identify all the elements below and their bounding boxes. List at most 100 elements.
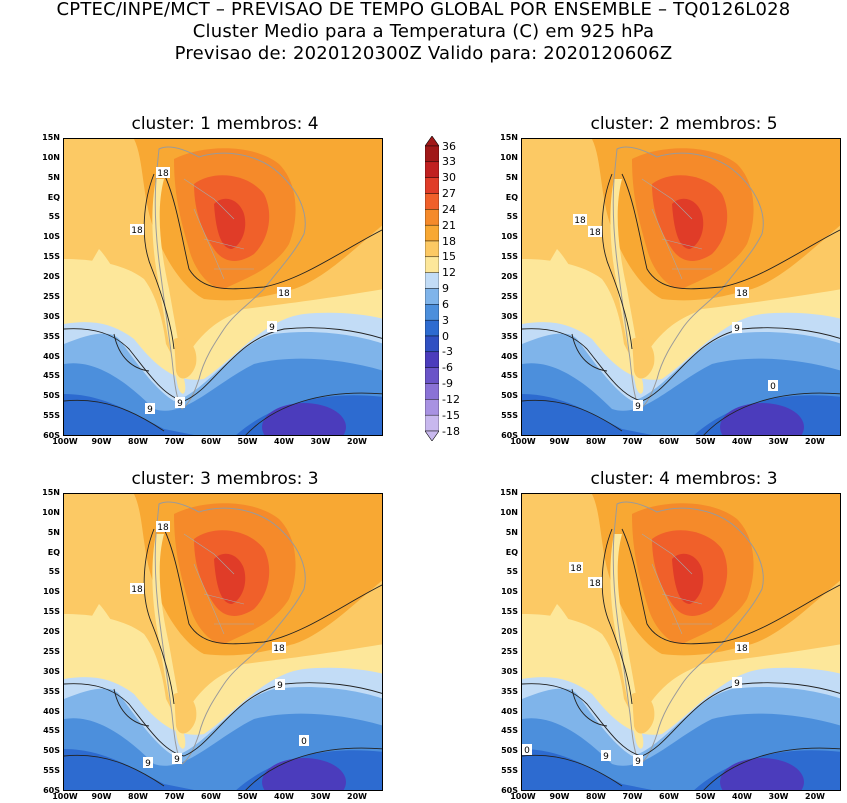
lon-tick-label: 60W (201, 437, 221, 446)
colorbar-bottom-arrow (424, 430, 440, 442)
lat-tick-label: 30S (501, 311, 518, 321)
lon-tick-label: 20W (805, 437, 825, 446)
colorbar-swatch (424, 367, 440, 384)
colorbar-swatch (424, 304, 440, 321)
lat-tick-label: 15S (43, 252, 60, 262)
lat-tick-label: 30S (43, 666, 60, 676)
lat-tick-label: 45S (43, 371, 60, 381)
panel-title-2: cluster: 2 membros: 5 (590, 114, 778, 134)
lon-tick-label: 30W (768, 437, 789, 446)
lat-tick-label: 15N (500, 133, 518, 142)
lon-tick-label: 50W (237, 437, 258, 446)
lat-tick-label: 40S (501, 351, 518, 361)
contour-labels-1: 18 18 18 9 9 9 (130, 167, 291, 415)
contour-label: 18 (574, 216, 586, 226)
colorbar-swatch (424, 240, 440, 258)
lat-tick-label: 5S (48, 212, 60, 222)
contour-label: 18 (736, 289, 748, 299)
lon-tick-label: 60W (201, 792, 221, 801)
lon-tick-label: 80W (586, 792, 606, 801)
lon-tick-label: 40W (274, 792, 294, 801)
colorbar-label: -6 (442, 361, 453, 375)
map-panel-4: 18 18 18 18 9 9 9 0 (521, 493, 841, 791)
contour-label: 18 (157, 523, 169, 533)
lon-tick-label: 20W (347, 437, 367, 446)
colorbar-swatch (424, 288, 440, 305)
lat-tick-label: 10N (500, 507, 518, 517)
lat-tick-label: 10S (501, 232, 518, 242)
lat-tick-label: 45S (43, 726, 60, 736)
lat-tick-label: 55S (501, 411, 518, 421)
lat-tick-label: 45S (501, 726, 518, 736)
lon-tick-label: 80W (586, 437, 606, 446)
panel-title-1: cluster: 1 membros: 4 (131, 114, 319, 134)
lon-tick-label: 100W (52, 792, 78, 801)
colorbar-label: 24 (442, 202, 456, 216)
colorbar-label: 27 (442, 187, 456, 200)
colorbar-swatch (424, 383, 440, 400)
lat-tick-label: 25S (43, 646, 60, 656)
lat-tick-label: 10S (43, 232, 60, 242)
lat-tick-label: 15N (42, 133, 60, 142)
colorbar-label: 3 (442, 313, 449, 327)
lat-tick-label: EQ (47, 547, 60, 557)
colorbar-label: 0 (442, 329, 449, 343)
lon-tick-label: 40W (274, 437, 294, 446)
lat-tick-label: 5N (47, 172, 60, 182)
lat-tick-label: 55S (43, 411, 60, 421)
lat-tick-label: 55S (43, 766, 60, 776)
contour-label: 9 (603, 752, 609, 762)
lat-tick-label: 5N (505, 527, 518, 537)
colorbar-swatch (424, 399, 440, 416)
colorbar-label: 9 (442, 282, 449, 295)
lat-tick-label: 60S (43, 786, 60, 795)
contour-label: 18 (278, 289, 290, 299)
lat-tick-label: 50S (501, 391, 518, 401)
lon-tick-label: 50W (237, 792, 258, 801)
contour-label: 9 (734, 324, 740, 334)
lat-tick-label: 25S (501, 646, 518, 656)
contour-label: 9 (147, 405, 153, 415)
colorbar-label: -18 (442, 424, 460, 438)
lat-tick-label: 20S (501, 627, 518, 637)
colorbar (424, 135, 440, 442)
colorbar-swatch (424, 335, 440, 353)
map-panel-1: 18 18 18 9 9 9 (63, 138, 383, 436)
lat-tick-label: 20S (501, 272, 518, 282)
colorbar-label: 12 (442, 266, 456, 280)
lon-tick-label: 100W (510, 437, 536, 446)
lat-tick-label: 35S (501, 686, 518, 696)
contour-labels-4: 18 18 18 18 9 9 9 0 (522, 562, 749, 767)
lat-tick-label: 50S (43, 746, 60, 756)
lat-tick-label: 50S (43, 391, 60, 401)
contour-label: 9 (635, 757, 641, 767)
lat-tick-label: EQ (47, 192, 60, 202)
lon-tick-label: 70W (622, 792, 643, 801)
colorbar-swatch (424, 272, 440, 289)
lon-tick-label: 80W (128, 437, 148, 446)
lat-tick-label: 5N (505, 172, 518, 182)
colorbar-label: 6 (442, 297, 449, 311)
colorbar-svg (424, 135, 440, 442)
colorbar-label: 15 (442, 250, 456, 264)
contour-label: 18 (157, 169, 169, 179)
colorbar-swatch (424, 351, 440, 368)
lat-tick-label: 25S (43, 291, 60, 301)
lat-tick-label: 5S (506, 212, 518, 222)
lon-tick-label: 60W (659, 437, 679, 446)
contour-label: 0 (301, 737, 307, 747)
lat-tick-label: 35S (43, 686, 60, 696)
colorbar-swatch (424, 161, 440, 178)
lon-tick-label: 20W (805, 792, 825, 801)
lon-tick-label: 40W (732, 792, 752, 801)
lon-tick-label: 70W (164, 437, 185, 446)
lon-tick-label: 100W (52, 437, 78, 446)
contour-label: 18 (131, 226, 143, 236)
lat-tick-label: 55S (501, 766, 518, 776)
lat-tick-label: 15S (501, 252, 518, 262)
colorbar-swatch (424, 209, 440, 226)
lon-tick-label: 90W (91, 437, 112, 446)
lat-tick-label: 40S (43, 351, 60, 361)
lat-tick-label: 60S (501, 786, 518, 795)
lat-tick-label: 50S (501, 746, 518, 756)
